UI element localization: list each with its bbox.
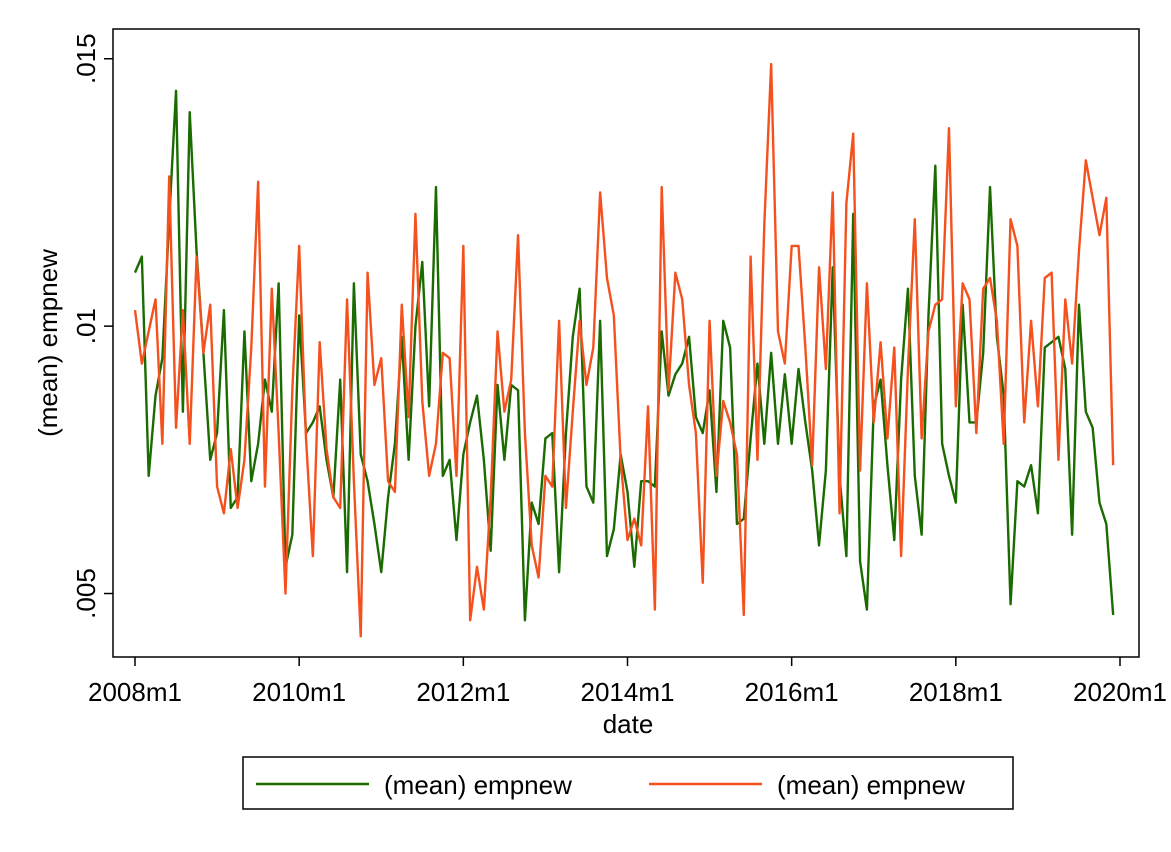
x-tick-label: 2008m1	[88, 677, 182, 707]
y-tick-label: .015	[71, 33, 101, 84]
y-tick-label: .005	[71, 568, 101, 619]
legend: (mean) empnew (mean) empnew	[242, 756, 1014, 810]
plot-frame	[112, 28, 1140, 658]
y-tick-label: .01	[71, 308, 101, 344]
x-tick-label: 2010m1	[252, 677, 346, 707]
x-tick-label: 2014m1	[581, 677, 675, 707]
x-axis: 2008m1 2010m1 2012m1 2014m1 2016m1 2018m1 2020…	[88, 657, 1167, 707]
x-tick-label: 2018m1	[909, 677, 1003, 707]
x-tick-label: 2016m1	[745, 677, 839, 707]
y-axis: .005 .01 .015	[71, 33, 113, 619]
legend-label-series-1: (mean) empnew	[384, 770, 572, 800]
x-axis-title: date	[603, 709, 654, 739]
x-tick-label: 2012m1	[416, 677, 510, 707]
legend-label-series-2: (mean) empnew	[777, 770, 965, 800]
x-tick-label: 2020m1	[1073, 677, 1167, 707]
series-line-2	[133, 62, 1115, 638]
y-axis-title: (mean) empnew	[33, 249, 63, 437]
series-line-1	[133, 89, 1115, 622]
legend-box	[242, 756, 1014, 810]
series-layer	[133, 62, 1115, 638]
